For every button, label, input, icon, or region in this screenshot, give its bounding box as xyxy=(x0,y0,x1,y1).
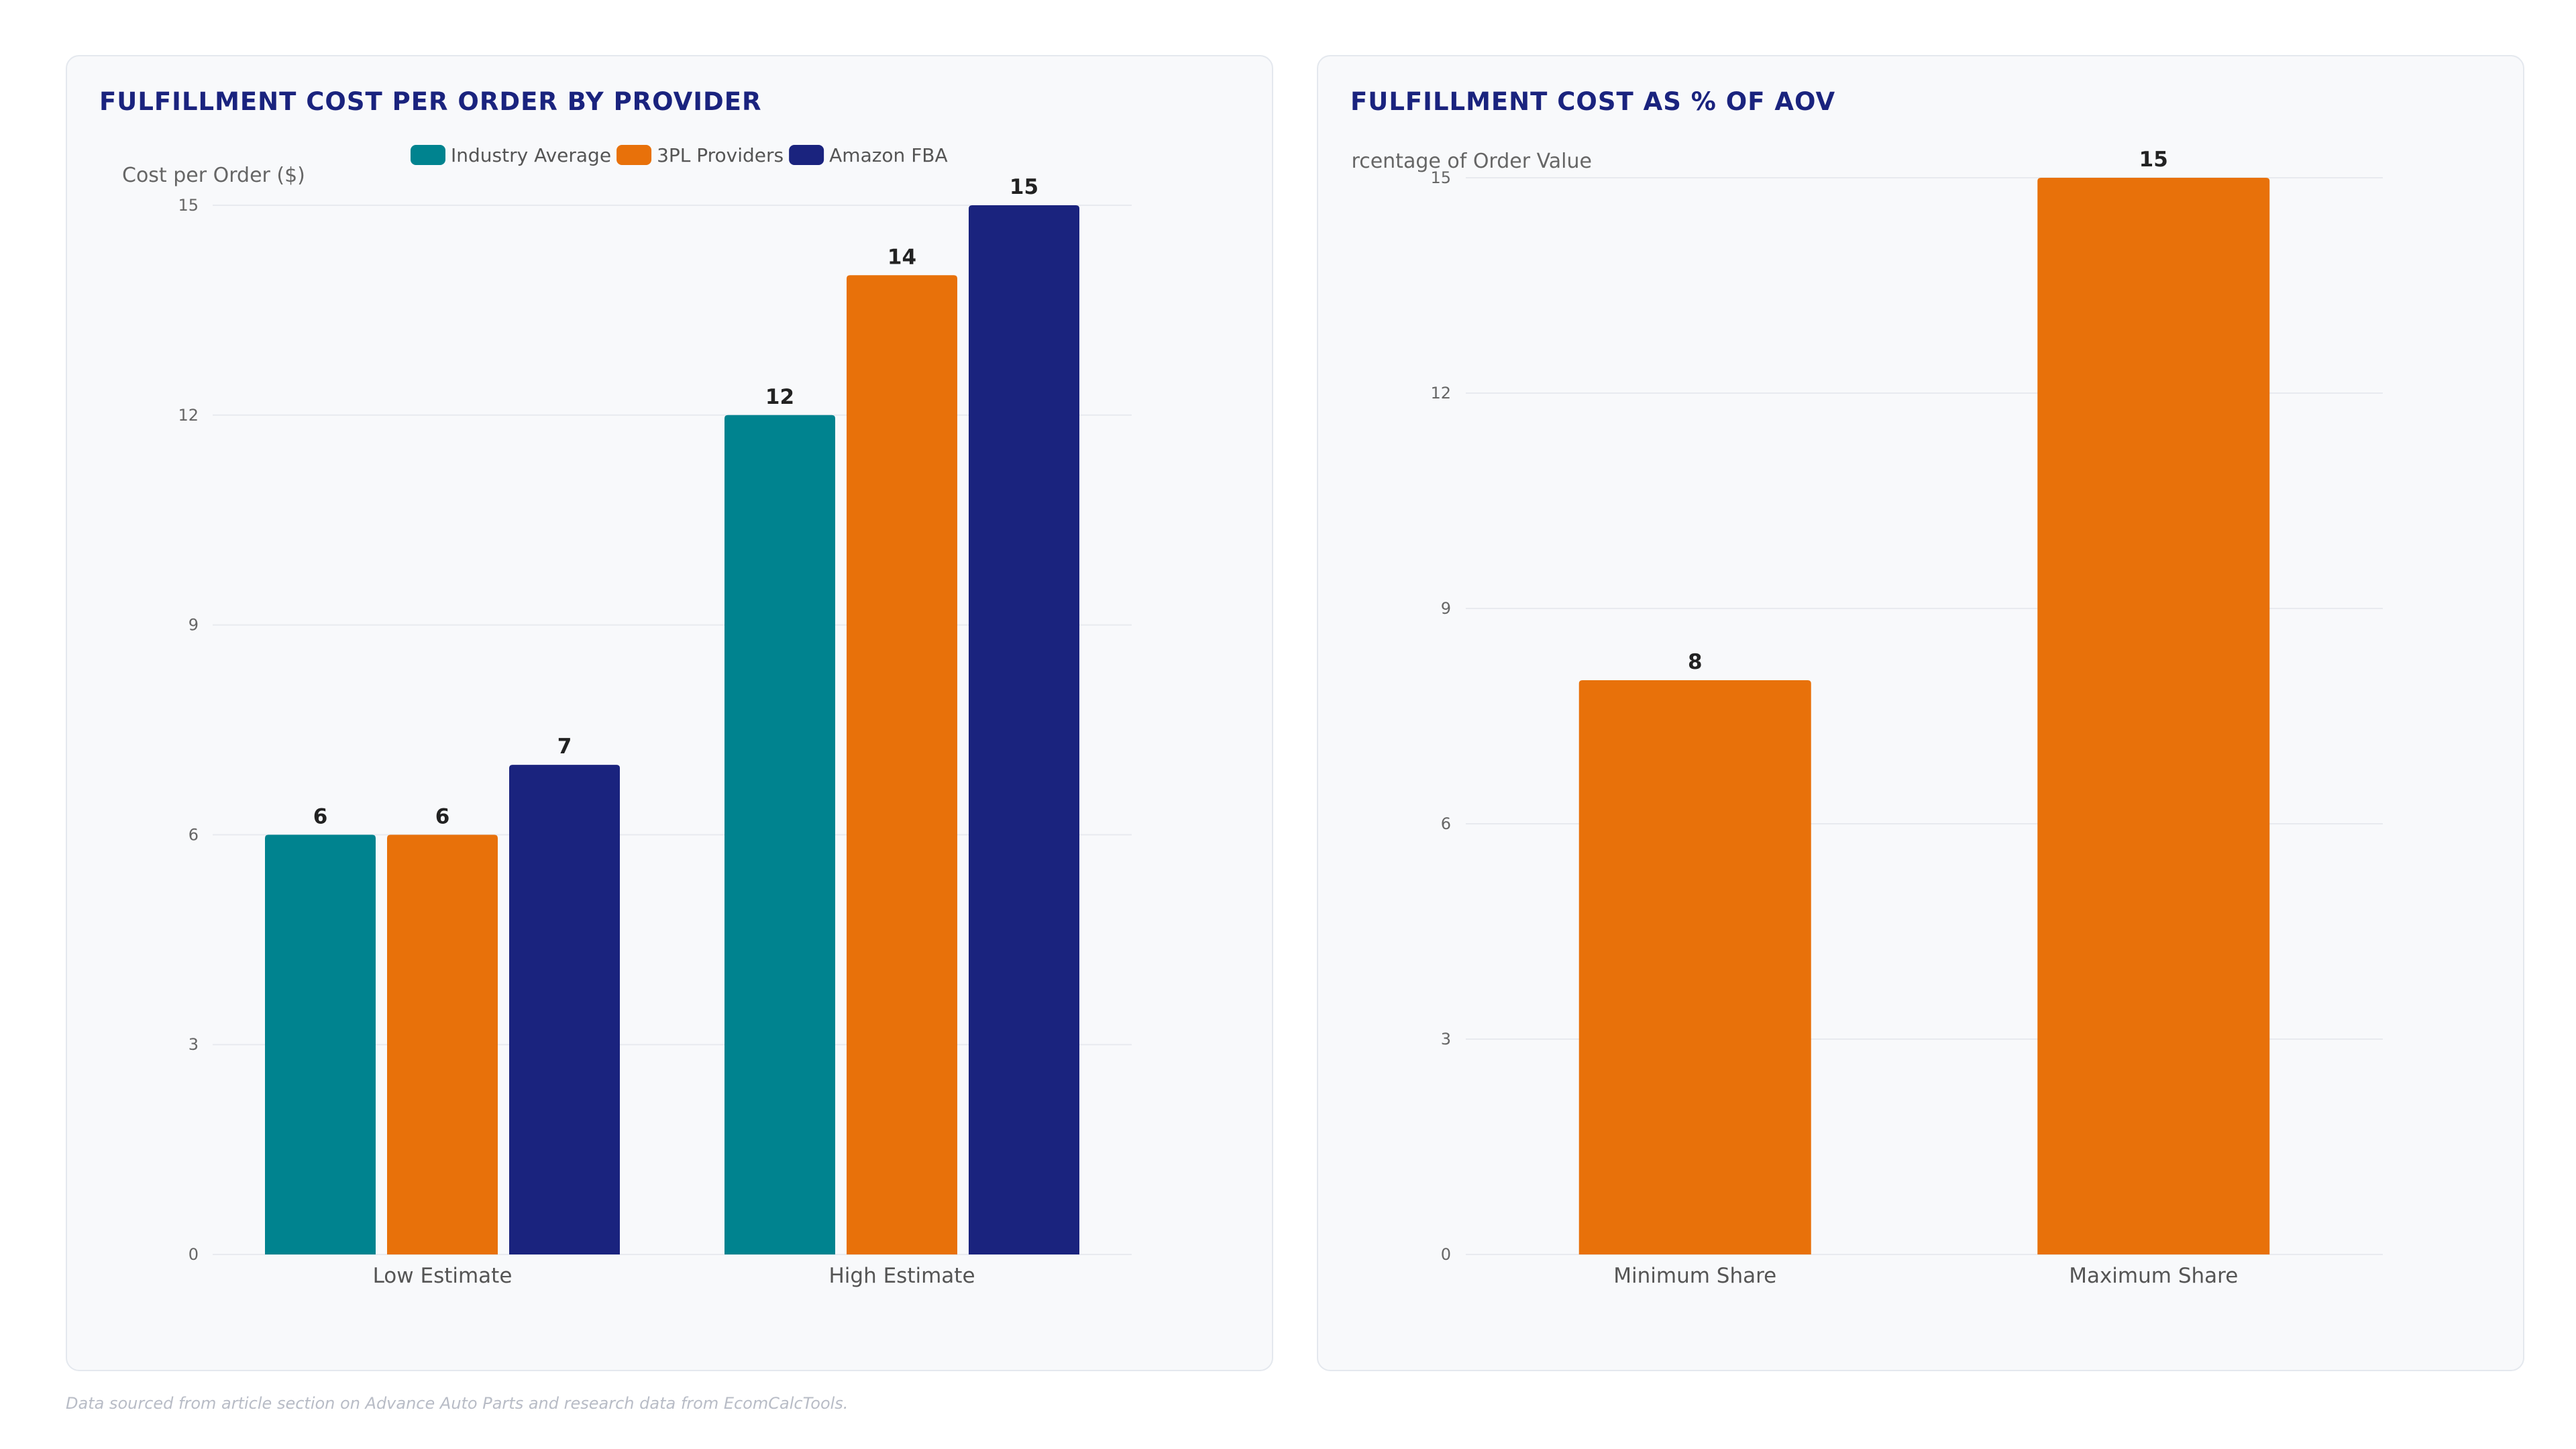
data-source-footnote: Data sourced from article section on Adv… xyxy=(66,1394,849,1413)
chart-title: FULFILLMENT COST PER ORDER BY PROVIDER xyxy=(99,87,762,116)
y-tick-label: 0 xyxy=(1441,1245,1451,1264)
data-label: 6 xyxy=(435,804,450,828)
x-category-label: Minimum Share xyxy=(1613,1264,1776,1288)
legend-swatch xyxy=(411,145,445,165)
y-axis-title: Cost per Order ($) xyxy=(122,164,305,187)
y-tick-label: 12 xyxy=(178,406,199,425)
bar xyxy=(265,835,376,1254)
cost-share-chart-panel: FULFILLMENT COST AS % OF AOV 0 3 6 9 12 15 Per… xyxy=(1317,55,2524,1371)
x-category-label: Low Estimate xyxy=(373,1264,513,1288)
data-label: 8 xyxy=(1688,650,1703,674)
y-tick-label: 0 xyxy=(189,1245,199,1264)
bar xyxy=(509,765,620,1254)
legend-label: Amazon FBA xyxy=(829,144,948,166)
y-tick-label: 15 xyxy=(1430,168,1451,187)
data-label: 12 xyxy=(765,385,794,409)
y-tick-label: 6 xyxy=(1441,814,1451,833)
legend-label: 3PL Providers xyxy=(657,144,784,166)
y-tick-label: 3 xyxy=(1441,1030,1451,1049)
bar xyxy=(2037,178,2270,1254)
data-label: 15 xyxy=(2139,148,2168,172)
legend-label: Industry Average xyxy=(451,144,611,166)
legend-swatch xyxy=(789,145,824,165)
y-tick-label: 6 xyxy=(189,825,199,844)
y-axis-title: Percentage of Order Value xyxy=(1328,150,1592,173)
bar xyxy=(387,835,498,1254)
y-tick-label: 9 xyxy=(189,616,199,635)
x-category-label: High Estimate xyxy=(828,1264,975,1288)
chart-title: FULFILLMENT COST AS % OF AOV xyxy=(1350,87,1836,116)
y-tick-label: 12 xyxy=(1430,384,1451,402)
bar xyxy=(847,275,957,1255)
data-label: 14 xyxy=(888,245,916,269)
cost-per-order-chart-panel: FULFILLMENT COST PER ORDER BY PROVIDER 0… xyxy=(66,55,1273,1371)
data-label: 7 xyxy=(557,735,572,759)
legend-swatch xyxy=(616,145,652,165)
y-tick-label: 9 xyxy=(1441,599,1451,618)
x-category-label: Maximum Share xyxy=(2069,1264,2238,1288)
data-label: 6 xyxy=(313,804,328,828)
y-tick-label: 3 xyxy=(189,1035,199,1054)
bar xyxy=(969,205,1079,1254)
bar xyxy=(724,415,835,1254)
data-label: 15 xyxy=(1010,175,1038,199)
cost-per-order-chart: 0 3 6 9 12 15 Cost per Order ($) 6 6 7 Low Estimat… xyxy=(122,144,1132,1288)
y-tick-label: 15 xyxy=(178,196,199,215)
bar xyxy=(1578,680,1811,1254)
